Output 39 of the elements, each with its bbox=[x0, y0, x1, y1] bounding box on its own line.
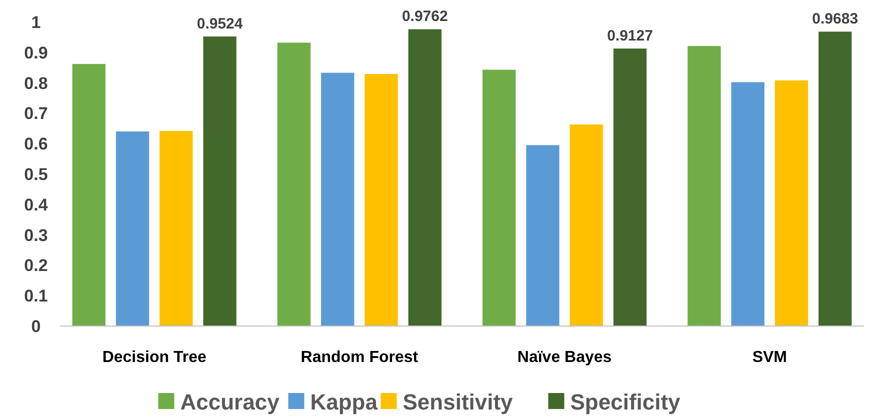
y-tick-label: 0.1 bbox=[24, 286, 48, 306]
legend-label: Kappa bbox=[310, 390, 378, 415]
x-tick-label: Random Forest bbox=[300, 349, 419, 366]
data-label: 0.9762 bbox=[402, 8, 448, 26]
bar bbox=[364, 74, 398, 326]
bar bbox=[731, 82, 764, 326]
y-tick-label: 0.9 bbox=[24, 43, 48, 62]
y-tick-label: 0.8 bbox=[24, 74, 48, 93]
x-tick-label: SVM bbox=[752, 349, 787, 366]
bar bbox=[203, 36, 236, 326]
y-tick-label: 0.2 bbox=[24, 256, 48, 276]
bar bbox=[160, 130, 193, 326]
y-tick-label: 0.4 bbox=[24, 195, 48, 214]
data-label: 0.9524 bbox=[196, 15, 244, 32]
x-tick-label: Naïve Bayes bbox=[517, 349, 612, 366]
bar bbox=[526, 145, 560, 326]
bar bbox=[688, 46, 721, 326]
data-label: 0.9683 bbox=[812, 10, 858, 28]
y-tick-label: 0.5 bbox=[24, 164, 48, 184]
y-tick-label: 0 bbox=[31, 316, 41, 336]
legend-label: Sensitivity bbox=[402, 390, 514, 415]
bar bbox=[72, 64, 106, 326]
bar bbox=[277, 42, 311, 326]
y-tick-label: 0.7 bbox=[24, 104, 48, 124]
bar bbox=[321, 72, 354, 326]
bar bbox=[116, 131, 150, 326]
legend-label: Specificity bbox=[570, 390, 682, 415]
y-tick-label: 0.3 bbox=[24, 226, 48, 245]
bar bbox=[482, 70, 516, 326]
y-tick-label: 0.6 bbox=[24, 134, 48, 154]
bar bbox=[818, 32, 852, 326]
y-tick-label: 1 bbox=[31, 12, 41, 32]
bar bbox=[408, 29, 442, 326]
legend-label: Accuracy bbox=[180, 390, 280, 415]
bar bbox=[570, 124, 603, 326]
bar bbox=[613, 48, 647, 326]
x-tick-label: Decision Tree bbox=[102, 349, 206, 366]
data-label: 0.9127 bbox=[607, 28, 653, 45]
bar bbox=[774, 80, 808, 326]
